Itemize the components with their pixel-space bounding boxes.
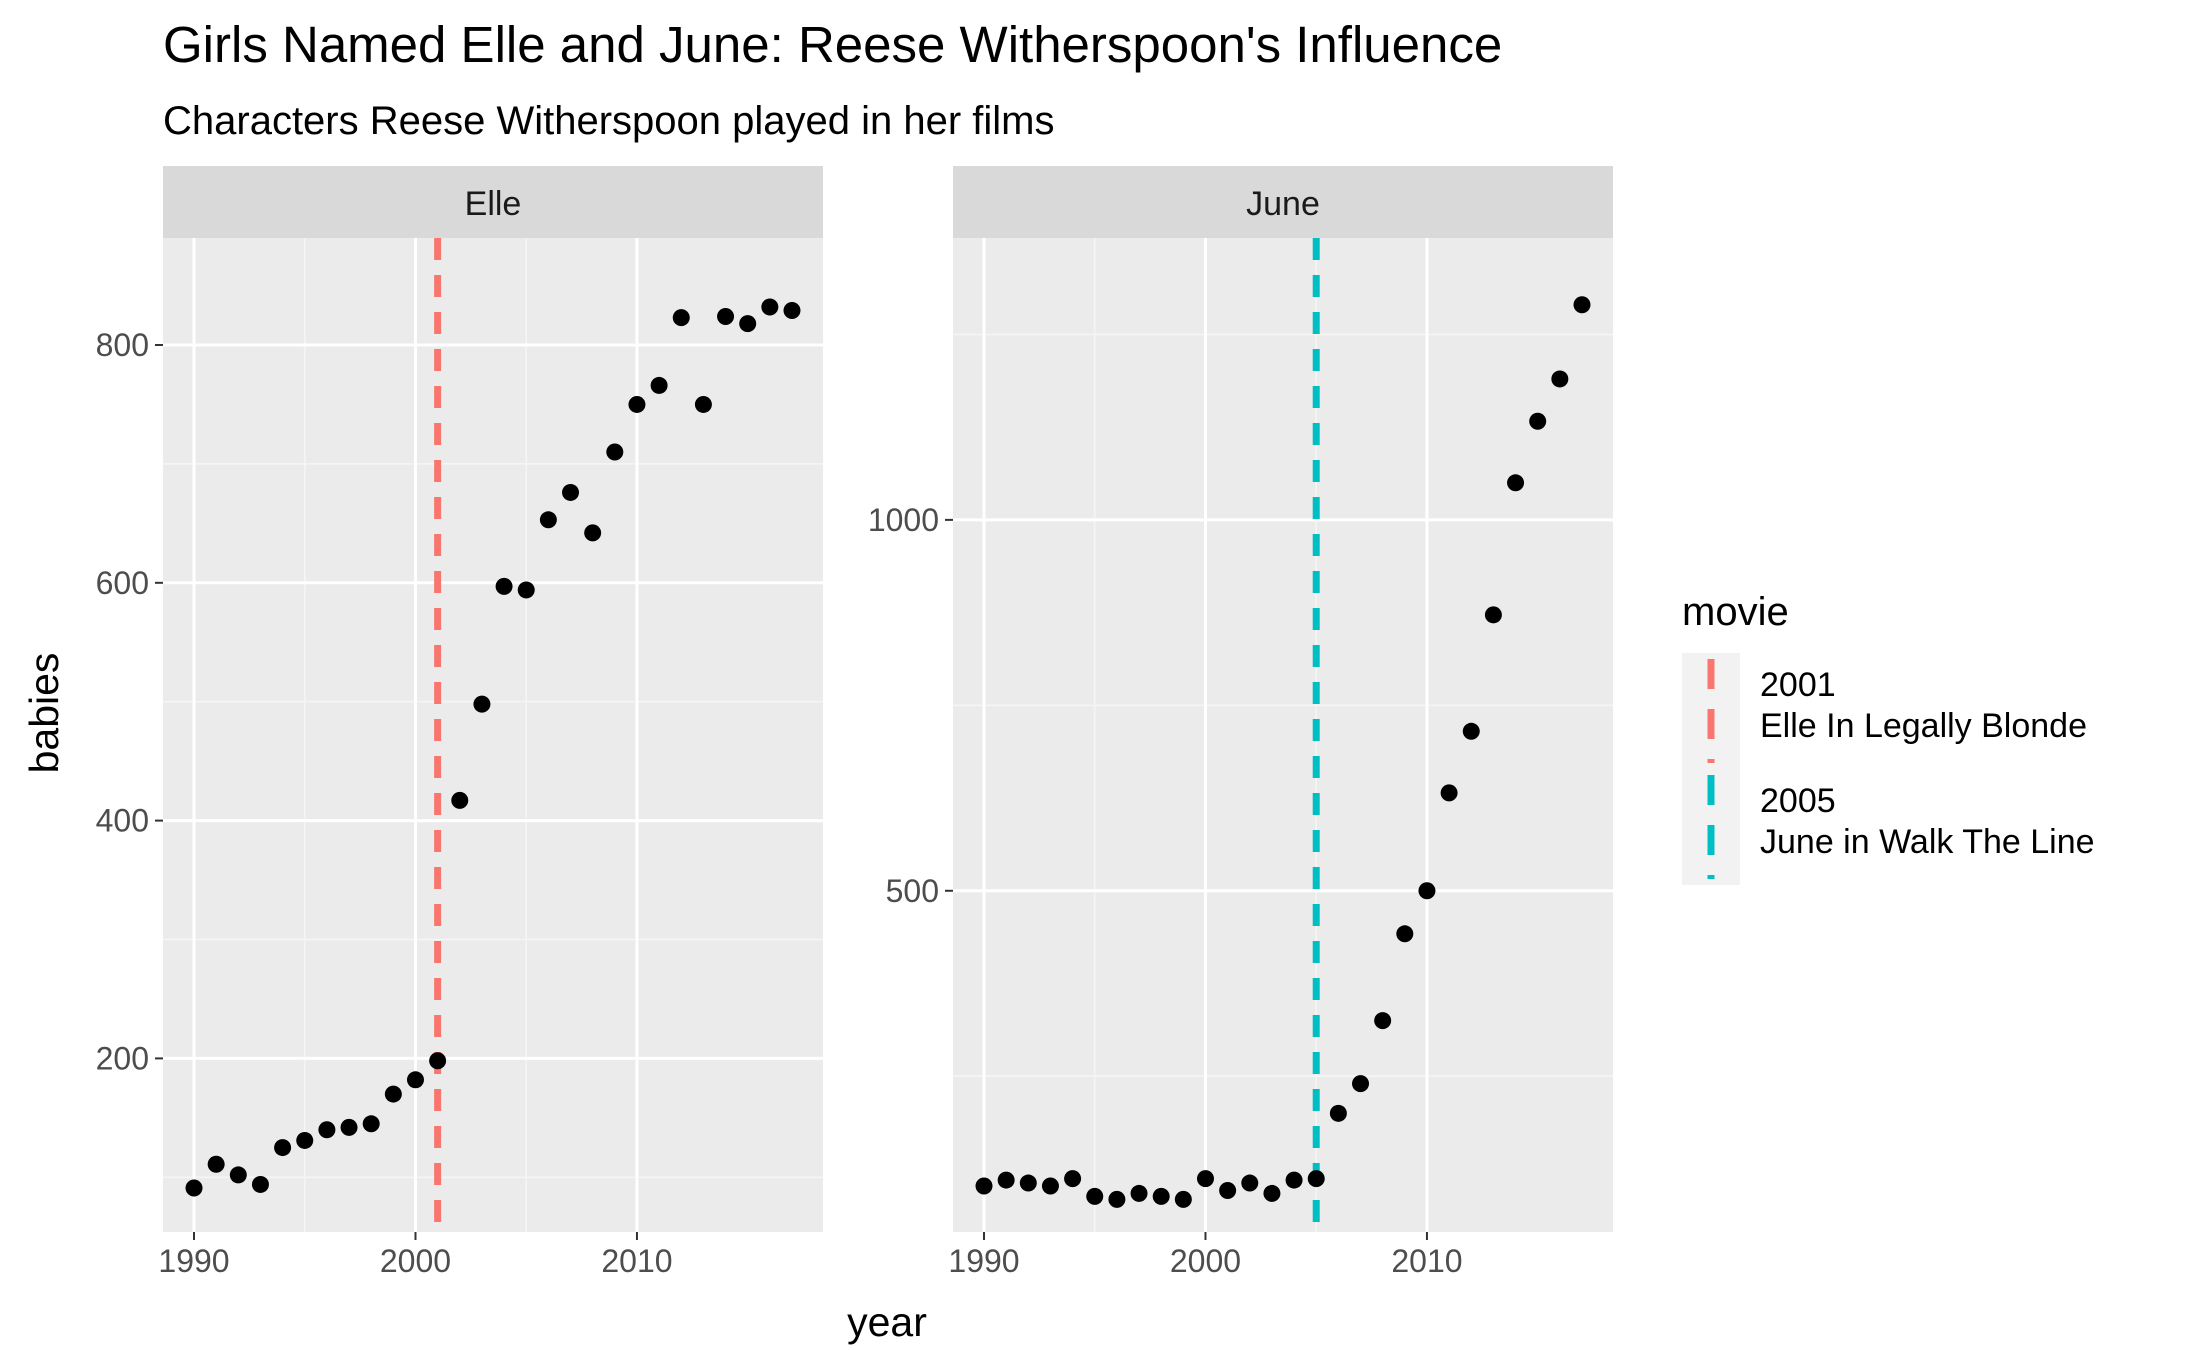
data-point	[739, 315, 757, 333]
panel-background	[953, 238, 1613, 1232]
data-point	[495, 577, 513, 595]
data-point	[761, 298, 779, 316]
data-point	[340, 1118, 358, 1136]
legend-label: June in Walk The Line	[1760, 823, 2095, 861]
legend-title: movie	[1682, 590, 1789, 634]
data-point	[296, 1131, 314, 1149]
data-point	[1174, 1190, 1192, 1208]
data-point	[1418, 882, 1436, 900]
data-point	[406, 1071, 424, 1089]
x-tick-label: 1990	[158, 1243, 229, 1279]
x-tick-label: 2000	[1170, 1243, 1241, 1279]
facet-strip	[953, 166, 1613, 238]
data-point	[783, 302, 801, 320]
data-point	[362, 1115, 380, 1133]
data-point	[584, 524, 602, 542]
data-point	[694, 395, 712, 413]
data-point	[1329, 1104, 1347, 1122]
y-tick-label: 600	[96, 565, 149, 601]
data-point	[1551, 370, 1569, 388]
data-point	[1241, 1174, 1259, 1192]
chart-title: Girls Named Elle and June: Reese Withers…	[163, 16, 1502, 73]
data-point	[1064, 1170, 1082, 1188]
panel-elle: Elle 1990 2000 2010 200 400 600 800	[96, 166, 823, 1279]
facet-strip-label: June	[1246, 185, 1320, 223]
y-axis-title: babies	[21, 653, 67, 774]
y-tick-label: 1000	[868, 502, 939, 538]
chart-subtitle: Characters Reese Witherspoon played in h…	[163, 99, 1055, 143]
data-point	[606, 443, 624, 461]
data-point	[517, 581, 535, 599]
legend-label: 2005	[1760, 782, 1836, 820]
data-point	[717, 307, 735, 325]
x-axis-title: year	[847, 1299, 927, 1345]
data-point	[1285, 1171, 1303, 1189]
x-tick-label: 2000	[380, 1243, 451, 1279]
x-tick-label: 2010	[1391, 1243, 1462, 1279]
data-point	[318, 1121, 336, 1139]
data-point	[1374, 1012, 1392, 1030]
data-point	[975, 1177, 993, 1195]
data-point	[562, 483, 580, 501]
data-point	[539, 511, 557, 529]
data-point	[185, 1179, 203, 1197]
data-point	[1462, 722, 1480, 740]
data-point	[1019, 1174, 1037, 1192]
data-point	[1196, 1170, 1214, 1188]
data-point	[207, 1155, 225, 1173]
data-point	[650, 376, 668, 394]
data-point	[997, 1171, 1015, 1189]
legend: movie 2001 Elle In Legally Blonde 2005 Ju…	[1682, 590, 2095, 885]
data-point	[1108, 1190, 1126, 1208]
data-point	[1307, 1170, 1325, 1188]
data-point	[1086, 1187, 1104, 1205]
y-tick-label: 500	[886, 873, 939, 909]
data-point	[1263, 1184, 1281, 1202]
data-point	[1041, 1177, 1059, 1195]
data-point	[672, 309, 690, 327]
x-tick-label: 1990	[948, 1243, 1019, 1279]
data-point	[1152, 1187, 1170, 1205]
data-point	[229, 1166, 247, 1184]
data-point	[429, 1052, 447, 1070]
y-tick-label: 800	[96, 327, 149, 363]
facet-strip-label: Elle	[465, 185, 522, 223]
data-point	[251, 1175, 269, 1193]
data-point	[1219, 1181, 1237, 1199]
data-point	[1396, 925, 1414, 943]
legend-label: 2001	[1760, 666, 1836, 704]
x-tick-label: 2010	[601, 1243, 672, 1279]
panel-june: June 1990 2000 2010 500 1000	[868, 166, 1613, 1279]
data-point	[473, 695, 491, 713]
data-point	[1440, 784, 1458, 802]
data-point	[628, 395, 646, 413]
y-tick-label: 200	[96, 1040, 149, 1076]
data-point	[384, 1085, 402, 1103]
data-point	[1507, 474, 1525, 492]
data-point	[451, 791, 469, 809]
data-point	[1573, 296, 1591, 314]
data-point	[1352, 1075, 1370, 1093]
data-point	[1484, 606, 1502, 624]
data-point	[1130, 1184, 1148, 1202]
data-point	[274, 1139, 292, 1157]
panel-background	[163, 238, 823, 1232]
y-tick-label: 400	[96, 803, 149, 839]
legend-label: Elle In Legally Blonde	[1760, 707, 2087, 745]
data-point	[1529, 412, 1547, 430]
facet-strip	[163, 166, 823, 238]
